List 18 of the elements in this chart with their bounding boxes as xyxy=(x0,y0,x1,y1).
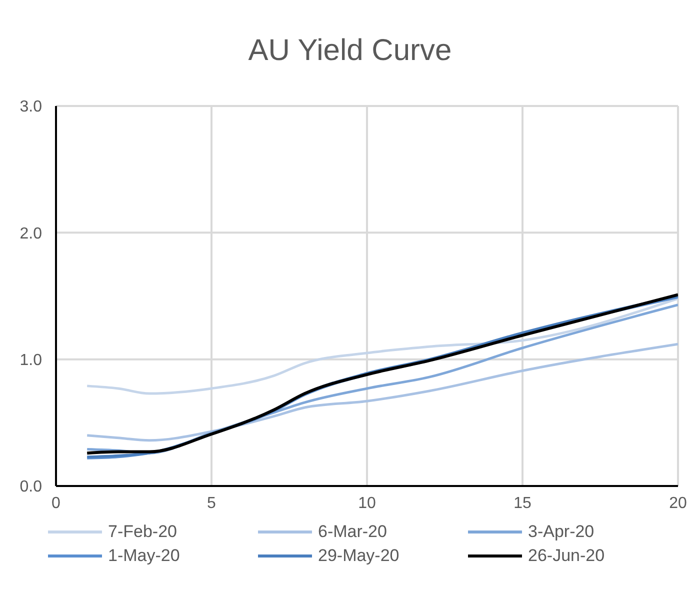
y-tick-label: 3.0 xyxy=(20,98,42,116)
legend-label: 26-Jun-20 xyxy=(528,546,605,566)
x-tick-label: 15 xyxy=(514,495,532,512)
legend-label: 3-Apr-20 xyxy=(528,522,594,542)
legend-label: 1-May-20 xyxy=(108,546,180,566)
y-tick-label: 1.0 xyxy=(20,352,42,370)
legend-label: 29-May-20 xyxy=(318,546,400,566)
legend-label: 7-Feb-20 xyxy=(108,522,177,542)
x-tick-label: 5 xyxy=(207,495,216,512)
legend-label: 6-Mar-20 xyxy=(318,522,387,542)
chart-title: AU Yield Curve xyxy=(247,34,453,69)
line-series xyxy=(86,297,678,395)
x-tick-label: 20 xyxy=(669,495,687,512)
x-tick-label: 10 xyxy=(358,495,376,512)
line-series xyxy=(86,342,678,442)
y-tick-label: 2.0 xyxy=(20,225,42,242)
x-tick-label: 0 xyxy=(52,495,61,512)
y-tick-label: 0.0 xyxy=(20,478,42,496)
